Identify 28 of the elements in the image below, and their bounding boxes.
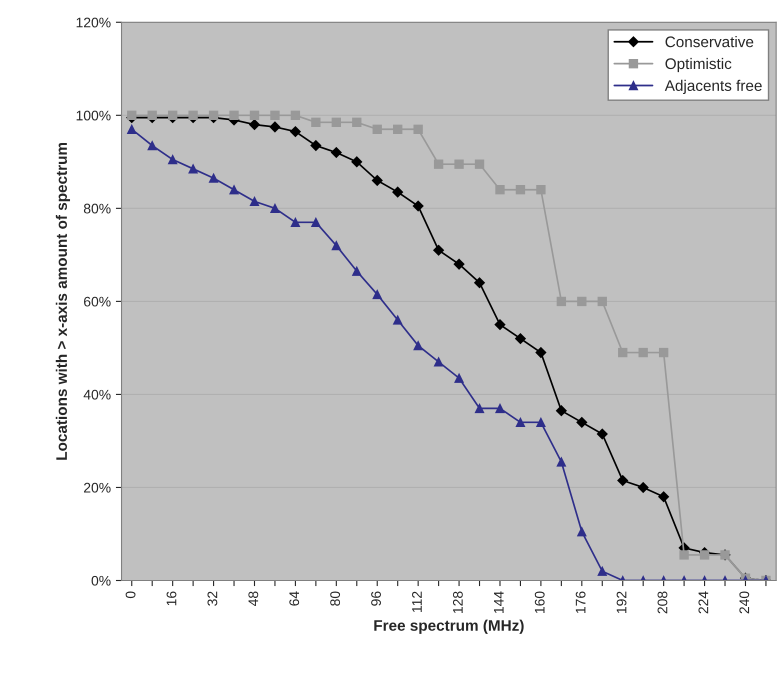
legend-label: Adjacents free [664,80,762,94]
y-tick-label: 120% [76,18,111,28]
x-tick-label: 176 [576,592,586,614]
x-tick-label: 128 [452,592,463,614]
x-tick-label: 208 [658,592,668,614]
x-tick-label: 192 [616,592,626,614]
x-tick-label: 0 [126,591,136,598]
x-tick-label: 112 [412,592,422,612]
y-tick-label: 60% [84,296,111,307]
x-tick-label: 240 [739,591,750,614]
x-tick-label: 64 [289,591,300,606]
x-tick-label: 224 [698,591,708,614]
y-tick-label: 100% [76,110,111,120]
legend-label: Conservative [666,36,754,48]
y-axis-title: Locations with > x-axis amount of spectrum [56,142,70,460]
x-tick-label: 48 [248,592,258,606]
x-tick-label: 96 [371,592,381,606]
y-tick-label: 40% [84,390,111,400]
legend-label: Optimistic [665,58,732,72]
x-axis-title: Free spectrum (MHz) [374,620,524,634]
y-tick-label: 80% [84,204,111,214]
y-tick-label: 20% [84,482,111,493]
x-tick-label: 32 [207,592,218,606]
x-tick-label: 16 [166,592,176,606]
x-tick-label: 80 [330,591,340,606]
y-tick-label: 0% [92,576,111,586]
x-tick-label: 144 [494,591,504,614]
x-tick-label: 160 [534,591,545,614]
